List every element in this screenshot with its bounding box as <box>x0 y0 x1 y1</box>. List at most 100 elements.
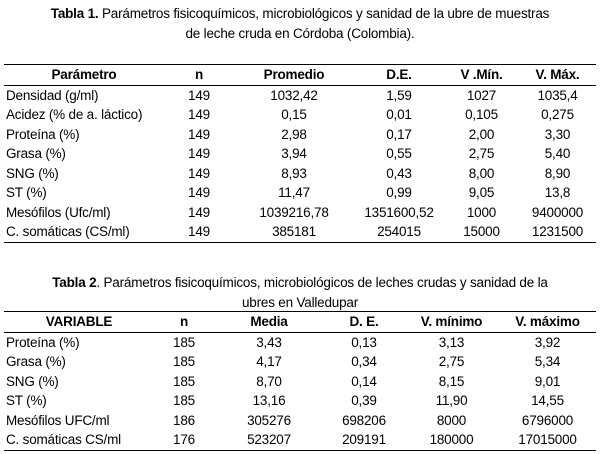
table-cell: 1027 <box>466 87 497 103</box>
table-cell: 180000 <box>429 432 474 447</box>
table-cell: 8,15 <box>438 373 465 389</box>
table-cell: 149 <box>188 146 210 161</box>
table-cell: 13,16 <box>252 393 286 408</box>
table-cell: 1039216,78 <box>259 204 329 220</box>
table-cell: 0,14 <box>351 373 377 389</box>
table-cell: 2,00 <box>468 126 495 142</box>
table-cell: 4,17 <box>256 354 282 369</box>
table-row: SNG (%) 185 8,70 0,14 8,15 9,01 <box>4 372 596 392</box>
table2-header-cell: D. E. <box>349 314 379 329</box>
table1-caption-line1: Tabla 1. Parámetros fisicoquímicos, micr… <box>0 4 600 24</box>
table-row: Proteína (%) 149 2,98 0,17 2,00 3,30 <box>4 125 596 145</box>
table-row: Grasa (%) 185 4,17 0,34 2,75 5,34 <box>4 352 596 372</box>
table-cell: 14,55 <box>531 393 564 408</box>
table-cell: 185 <box>173 393 195 408</box>
table1-caption-line2: de leche cruda en Córdoba (Colombia). <box>185 26 415 41</box>
table-cell: 1351600,52 <box>364 204 434 220</box>
table2: VARIABLE n Media D. E. V. mínimo V. máximo Pr… <box>4 311 596 451</box>
table-row: ST (%) 185 13,16 0,39 11,90 14,55 <box>4 391 596 411</box>
table-cell: 2,98 <box>281 126 307 142</box>
table1-header-cell: V. Máx. <box>535 67 580 82</box>
table-row: C. somáticas (CS/ml) 149 385181 254015 15000… <box>4 222 596 242</box>
table-cell: 8000 <box>436 412 467 428</box>
table-cell: 149 <box>188 165 210 181</box>
table2-caption-line1: Tabla 2. Parámetros fisicoquímicos, micr… <box>0 273 600 293</box>
table1-header-cell: D.E. <box>386 67 412 82</box>
table1-header-cell: V .Mín. <box>460 67 503 82</box>
table-row: C. somáticas CS/ml 176 523207 209191 180000 1… <box>4 430 596 450</box>
table-cell: 11,47 <box>278 185 310 200</box>
table2-header-row: VARIABLE n Media D. E. V. mínimo V. máximo <box>4 311 596 332</box>
table1: Parámetro n Promedio D.E. V .Mín. V. Máx. Den… <box>4 64 596 243</box>
table-cell: 3,92 <box>534 334 561 350</box>
table1-header-cell: Promedio <box>263 67 325 82</box>
table-cell: 185 <box>173 373 195 389</box>
row-label: Proteína (%) <box>6 334 80 350</box>
table-cell: 17015000 <box>518 432 577 447</box>
table-cell: 15000 <box>463 224 500 239</box>
row-label: ST (%) <box>6 185 47 200</box>
table-cell: 523207 <box>247 432 291 447</box>
table-cell: 149 <box>188 126 210 142</box>
table-cell: 149 <box>188 107 210 122</box>
table-cell: 3,94 <box>281 146 307 161</box>
table-row: Acidez (% de a. láctico) 149 0,15 0,01 0,105… <box>4 105 596 125</box>
table1-header-cell: Parámetro <box>51 67 117 82</box>
table-cell: 0,01 <box>386 107 412 122</box>
table-cell: 8,90 <box>544 165 571 181</box>
table-cell: 9400000 <box>531 204 584 220</box>
table-cell: 186 <box>173 412 195 428</box>
table-cell: 0,39 <box>351 393 377 408</box>
table-cell: 3,30 <box>544 126 571 142</box>
row-label: Grasa (%) <box>6 354 66 369</box>
table-cell: 149 <box>188 87 210 103</box>
table-cell: 185 <box>173 354 195 369</box>
table-cell: 6796000 <box>521 412 574 428</box>
table-cell: 0,34 <box>351 354 377 369</box>
row-label: C. somáticas CS/ml <box>6 432 121 447</box>
table-cell: 698206 <box>342 412 386 428</box>
row-label: Densidad (g/ml) <box>6 87 99 103</box>
table-cell: 8,00 <box>468 165 495 181</box>
table-cell: 149 <box>188 185 210 200</box>
row-label: Acidez (% de a. láctico) <box>6 107 143 122</box>
table-cell: 385181 <box>272 224 316 239</box>
table1-caption-text: Parámetros fisicoquímicos, microbiológic… <box>98 6 550 21</box>
table-cell: 0,15 <box>281 107 307 122</box>
table2-header-cell: Media <box>250 314 288 329</box>
row-label: C. somáticas (CS/ml) <box>6 224 130 239</box>
table-cell: 5,40 <box>544 146 571 161</box>
table1-caption-label: Tabla 1. <box>50 6 99 21</box>
table-cell: 3,43 <box>256 334 282 350</box>
table-cell: 0,105 <box>465 107 498 122</box>
table-cell: 9,05 <box>468 185 495 200</box>
table2-caption-label: Tabla 2 <box>52 275 97 290</box>
row-label: Proteína (%) <box>6 126 80 142</box>
table-cell: 176 <box>173 432 195 447</box>
table-cell: 0,55 <box>386 146 412 161</box>
row-label: Mesófilos UFC/ml <box>6 412 110 428</box>
table2-header-cell: VARIABLE <box>45 314 113 329</box>
table2-header-cell: V. máximo <box>515 314 580 329</box>
table-cell: 13,8 <box>544 185 571 200</box>
row-label: ST (%) <box>6 393 47 408</box>
table-cell: 1,59 <box>386 87 412 103</box>
row-label: SNG (%) <box>6 373 59 389</box>
table2-body: Proteína (%) 185 3,43 0,13 3,13 3,92 Grasa (%)… <box>4 332 596 450</box>
table-cell: 2,75 <box>438 354 465 369</box>
table-row: Grasa (%) 149 3,94 0,55 2,75 5,40 <box>4 144 596 164</box>
table2-caption-text: . Parámetros fisicoquímicos, microbiológ… <box>96 275 548 290</box>
table1-header-cell: n <box>194 67 204 82</box>
table-row: Mesófilos (Ufc/ml) 149 1039216,78 1351600,5… <box>4 203 596 223</box>
table-row: Proteína (%) 185 3,43 0,13 3,13 3,92 <box>4 332 596 352</box>
table-cell: 305276 <box>247 412 291 428</box>
table1-body: Densidad (g/ml) 149 1032,42 1,59 1027 1035,4 A… <box>4 85 596 242</box>
table-cell: 185 <box>173 334 195 350</box>
table2-caption: Tabla 2. Parámetros fisicoquímicos, micr… <box>0 273 600 313</box>
table-row: Mesófilos UFC/ml 186 305276 698206 8000 67960… <box>4 411 596 431</box>
table-cell: 5,34 <box>534 354 561 369</box>
table-cell: 149 <box>188 224 210 239</box>
table-cell: 209191 <box>342 432 386 447</box>
table1-caption: Tabla 1. Parámetros fisicoquímicos, micr… <box>0 4 600 44</box>
table-cell: 3,13 <box>438 334 465 350</box>
